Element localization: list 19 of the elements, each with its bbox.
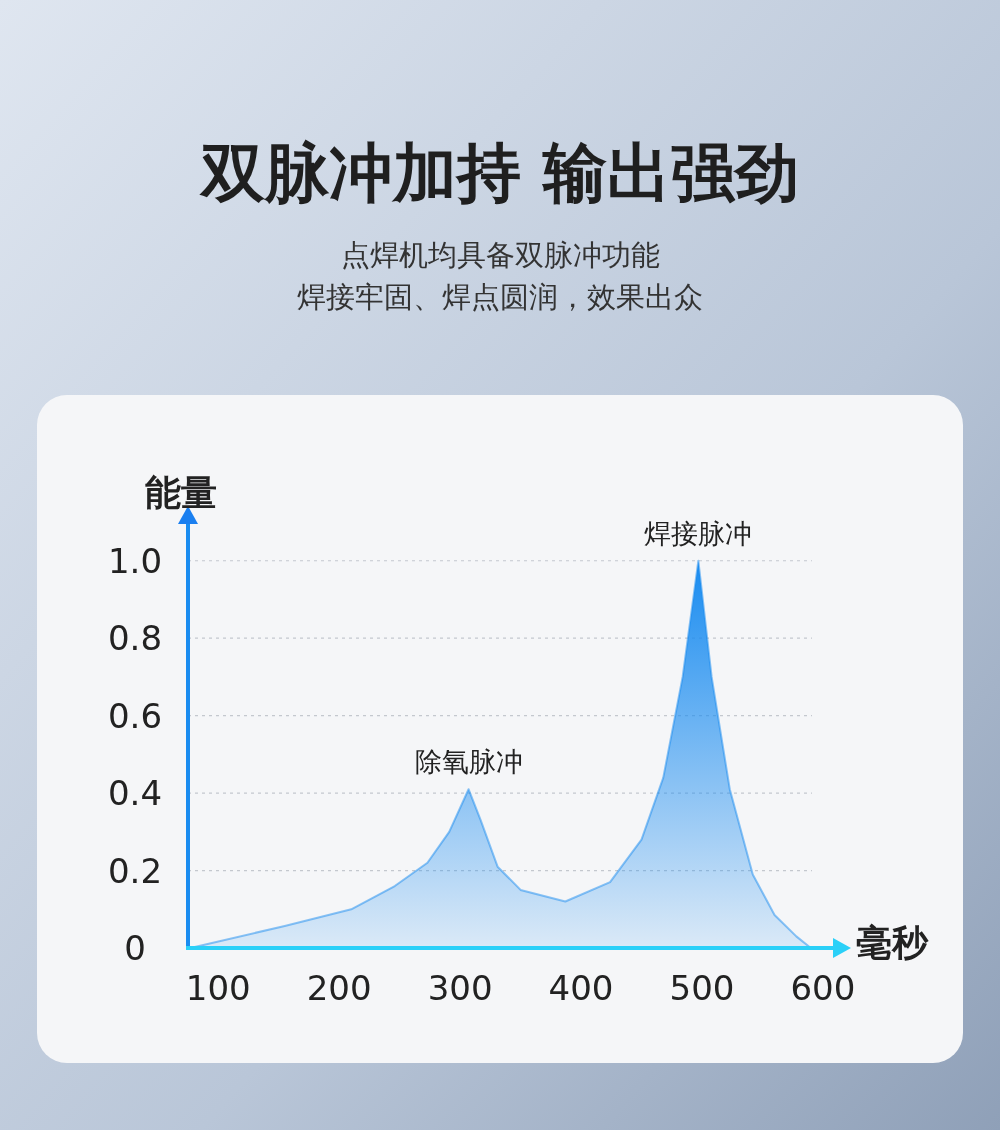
x-tick-label: 200 <box>306 968 372 1008</box>
y-tick-label: 0.8 <box>107 618 163 659</box>
annotation: 焊接脉冲 <box>644 517 753 549</box>
x-axis-title: 毫秒 <box>856 922 929 963</box>
y-tick-label: 0.2 <box>107 850 163 891</box>
x-tick-label: 300 <box>427 968 493 1008</box>
x-tick-label: 600 <box>790 968 856 1008</box>
text: 焊接牢固、焊点圆润，效果出众 <box>297 280 703 314</box>
y-tick-label: 1.0 <box>107 540 163 581</box>
annotation: 除氧脉冲 <box>414 746 523 778</box>
x-tick-label: 500 <box>669 968 735 1008</box>
text: 点焊机均具备双脉冲功能 <box>340 238 660 272</box>
y-tick-label: 0.6 <box>107 695 163 736</box>
y-tick-label: 0 <box>124 928 146 968</box>
x-tick-label: 400 <box>548 968 614 1008</box>
x-tick-label: 100 <box>185 968 251 1008</box>
y-axis-title: 能量 <box>145 472 217 513</box>
y-tick-label: 0.4 <box>107 773 163 814</box>
chart-title: 双脉冲加持 输出强劲 <box>198 136 800 210</box>
